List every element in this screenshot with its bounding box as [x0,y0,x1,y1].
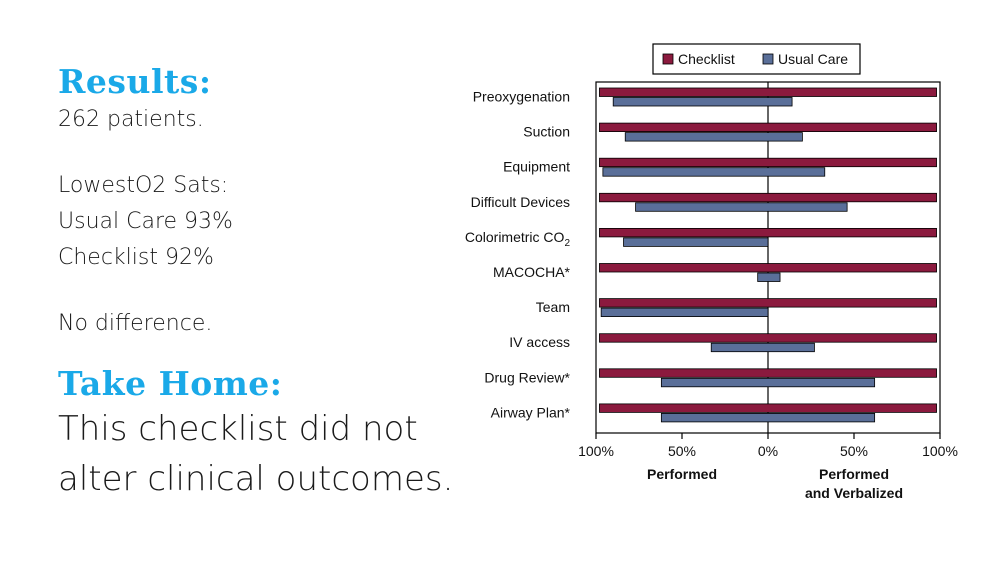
checklist-bar [599,333,937,343]
usual-care-bar [660,412,876,423]
usual-care-bar [757,272,781,282]
category-label: IV access [509,334,570,350]
checklist-bar [599,368,937,378]
checklist-bar [599,227,937,238]
usual-care-bar [635,202,848,212]
usual-care-sats: Usual Care 93% [58,209,233,234]
x-axis-label-right-line2: and Verbalized [805,485,903,501]
usual-care-bar [710,342,815,353]
results-heading: Results: [58,62,212,101]
legend-swatch-checklist [662,53,674,65]
take-home-heading: Take Home: [58,364,283,403]
usual-care-bar [623,237,769,247]
category-label: MACOCHA* [493,264,571,280]
checklist-bar [599,122,937,132]
usual-care-bar [602,167,826,177]
take-home-line-1: This checklist did not [58,409,418,449]
x-axis-label-left: Performed [647,466,717,482]
category-label: Airway Plan* [491,404,571,420]
category-label: Team [536,299,570,315]
category-label: Colorimetric CO2 [465,229,571,249]
usual-care-bar [624,132,803,142]
category-label: Difficult Devices [471,194,570,210]
checklist-bar [599,157,937,168]
lowest-sats-label: LowestO2 Sats: [58,173,229,198]
usual-care-bar [660,377,876,388]
x-tick-label: 0% [758,443,778,459]
take-home-line-2: alter clinical outcomes. [58,459,454,499]
category-label: Suction [523,124,570,140]
category-label: Equipment [503,159,570,175]
category-label: Preoxygenation [473,89,570,105]
x-tick-label: 100% [922,443,958,459]
legend-label-usual-care: Usual Care [778,51,848,67]
x-tick-label: 100% [578,443,614,459]
category-label: Drug Review* [484,369,570,385]
checklist-bar [599,403,937,413]
legend-box [652,43,861,75]
checklist-bar [599,87,937,97]
checklist-bar [599,298,937,308]
usual-care-bar [600,307,769,318]
checklist-bar [599,192,937,203]
x-tick-label: 50% [840,443,868,459]
legend-label-checklist: Checklist [678,51,735,67]
x-tick-label: 50% [668,443,696,459]
patients-count: 262 patients. [58,107,204,132]
no-difference: No difference. [58,311,213,336]
checklist-sats: Checklist 92% [58,245,214,270]
usual-care-bar [612,97,793,107]
slide-text: Results: 262 patients. LowestO2 Sats: Us… [58,62,478,504]
diverging-bar-chart: Preoxygenation Suction Equipment Difficult … [465,43,958,501]
x-axis-label-right-line1: Performed [819,466,889,482]
checklist-bar [599,263,937,273]
legend-swatch-usual-care [762,53,774,65]
